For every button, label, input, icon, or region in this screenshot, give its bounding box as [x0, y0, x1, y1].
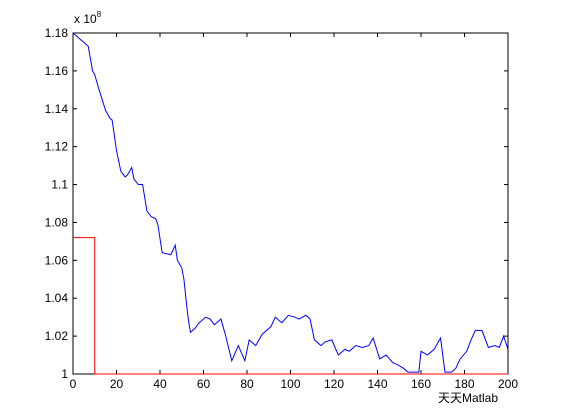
y-tick-label: 1.18 — [45, 26, 69, 40]
y-tick-label: 1.12 — [45, 140, 69, 154]
y-tick-label: 1.1 — [51, 178, 68, 192]
y-tick-label: 1.02 — [45, 329, 69, 343]
x-tick-label: 20 — [110, 377, 124, 391]
y-multiplier: x 108 — [74, 10, 102, 26]
x-tick-label: 60 — [197, 377, 211, 391]
x-tick-label: 80 — [240, 377, 254, 391]
y-tick-label: 1.06 — [45, 253, 69, 267]
x-tick-label: 160 — [411, 377, 431, 391]
x-tick-label: 180 — [454, 377, 474, 391]
x-tick-label: 100 — [280, 377, 300, 391]
multiplier-base: x 10 — [74, 12, 97, 26]
y-tick-label: 1.08 — [45, 215, 69, 229]
x-tick-label: 40 — [153, 377, 167, 391]
x-tick-label: 200 — [498, 377, 518, 391]
multiplier-power: 8 — [97, 10, 102, 19]
watermark: 天天Matlab — [438, 391, 498, 405]
series-line — [72, 32, 509, 373]
y-tick-label: 1.04 — [45, 291, 69, 305]
plot-area — [72, 32, 509, 375]
x-tick-label: 140 — [367, 377, 387, 391]
y-tick-label: 1 — [61, 367, 68, 381]
series-line — [73, 237, 508, 375]
y-tick-label: 1.14 — [45, 102, 69, 116]
x-tick-label: 0 — [70, 377, 77, 391]
x-tick-label: 120 — [324, 377, 344, 391]
y-tick-label: 1.16 — [45, 64, 69, 78]
